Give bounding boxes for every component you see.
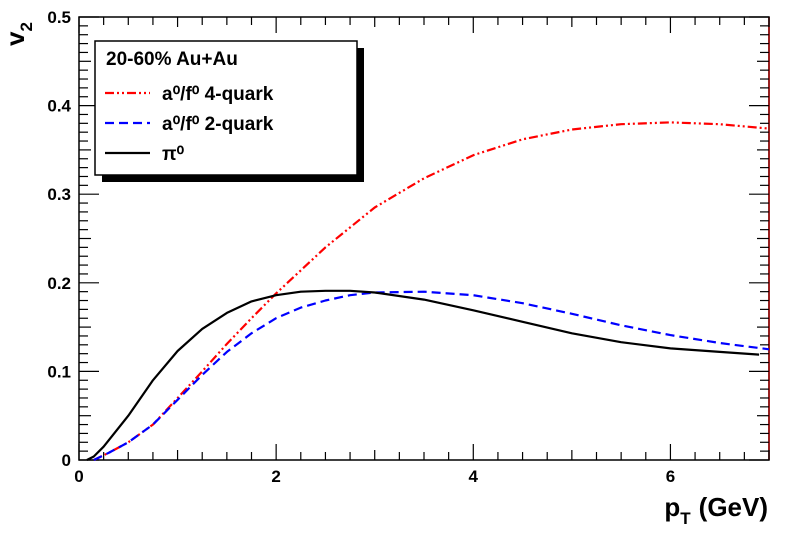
x-tick-label: 4 [469,467,479,486]
x-tick-label: 6 [666,467,675,486]
y-axis-title-subscript: 2 [17,22,36,31]
y-axis-title-main: v [0,31,30,46]
legend-header: 20-60% Au+Au [106,49,238,70]
x-tick-label: 0 [74,467,83,486]
legend: 20-60% Au+Au a⁰/f⁰ 4-quark a⁰/f⁰ 2-quark π… [94,40,364,182]
y-axis-title: v2 [0,22,36,46]
y-tick-label: 0.4 [47,97,71,116]
x-axis-title-unit: (GeV) [699,492,768,522]
x-axis-tick-labels: 0 2 4 6 [74,467,675,486]
y-tick-label: 0.1 [47,362,71,381]
y-tick-label: 0.2 [47,274,71,293]
series-layer [86,121,770,461]
y-tick-label: 0.3 [47,185,71,204]
x-axis-title-main: p [664,492,680,522]
x-axis-title-subscript: T [680,509,691,528]
y-tick-label: 0.5 [47,8,71,27]
series-line [86,289,760,461]
legend-entries: a⁰/f⁰ 4-quark a⁰/f⁰ 2-quark π⁰ [105,84,274,165]
legend-label: a⁰/f⁰ 4-quark [162,84,274,105]
x-tick-label: 2 [271,467,280,486]
y-tick-label: 0 [62,451,71,470]
x-axis-title: pT (GeV) [664,492,768,528]
legend-label: π⁰ [162,144,185,165]
series-line [93,290,770,461]
y-axis-ticks [79,16,769,461]
y-axis-tick-labels: 0 0.1 0.2 0.3 0.4 0.5 [47,8,71,470]
series-line [93,121,770,461]
legend-label: a⁰/f⁰ 2-quark [162,114,274,135]
